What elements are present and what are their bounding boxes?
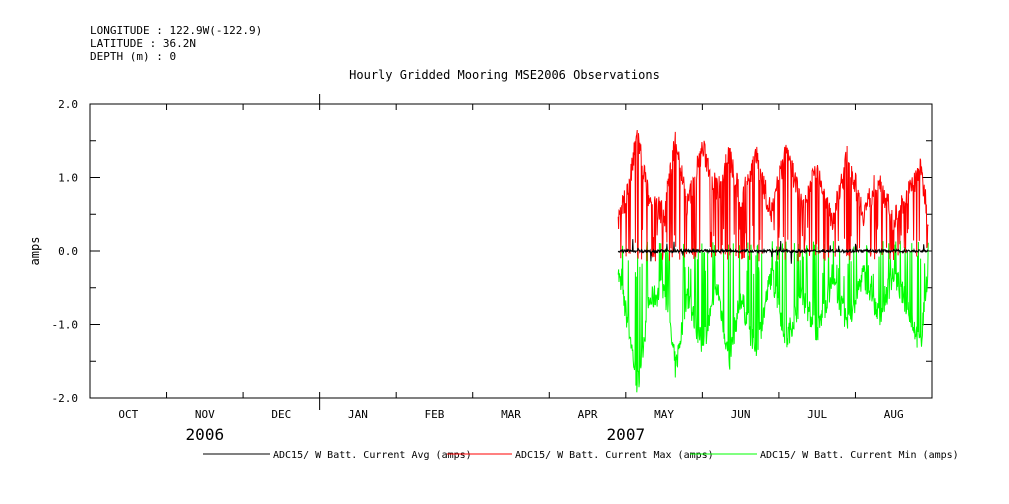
- y-tick-label: 1.0: [58, 172, 78, 185]
- x-month-label: DEC: [271, 408, 291, 421]
- legend-item: ADC15/ W Batt. Current Max (amps): [447, 450, 714, 461]
- x-month-label: NOV: [195, 408, 215, 421]
- x-month-label: FEB: [425, 408, 445, 421]
- x-month-label: JAN: [348, 408, 368, 421]
- x-month-label: MAY: [654, 408, 674, 421]
- series-line: [617, 240, 929, 393]
- legend-label: ADC15/ W Batt. Current Avg (amps): [273, 450, 472, 461]
- legend-label: ADC15/ W Batt. Current Min (amps): [760, 450, 959, 461]
- y-tick-label: -1.0: [52, 319, 79, 332]
- y-tick-label: 0.0: [58, 245, 78, 258]
- latitude-label: LATITUDE : 36.2N: [90, 37, 196, 50]
- x-month-label: OCT: [118, 408, 138, 421]
- legend-item: ADC15/ W Batt. Current Min (amps): [690, 450, 959, 461]
- x-month-label: MAR: [501, 408, 521, 421]
- chart-title: Hourly Gridded Mooring MSE2006 Observati…: [349, 68, 660, 82]
- x-month-label: APR: [578, 408, 598, 421]
- depth-label: DEPTH (m) : 0: [90, 50, 177, 63]
- x-month-label: JUL: [807, 408, 827, 421]
- y-tick-label: 2.0: [58, 98, 78, 111]
- longitude-label: LONGITUDE : 122.9W(-122.9): [90, 24, 263, 37]
- y-axis-label: amps: [28, 237, 42, 266]
- legend-label: ADC15/ W Batt. Current Max (amps): [515, 450, 714, 461]
- legend-item: ADC15/ W Batt. Current Avg (amps): [203, 450, 472, 461]
- series-line: [617, 129, 929, 262]
- x-year-label: 2007: [607, 425, 646, 444]
- x-month-label: JUN: [731, 408, 751, 421]
- series-line: [617, 239, 929, 264]
- y-tick-label: -2.0: [52, 392, 79, 405]
- x-year-label: 2006: [186, 425, 225, 444]
- x-month-label: AUG: [884, 408, 904, 421]
